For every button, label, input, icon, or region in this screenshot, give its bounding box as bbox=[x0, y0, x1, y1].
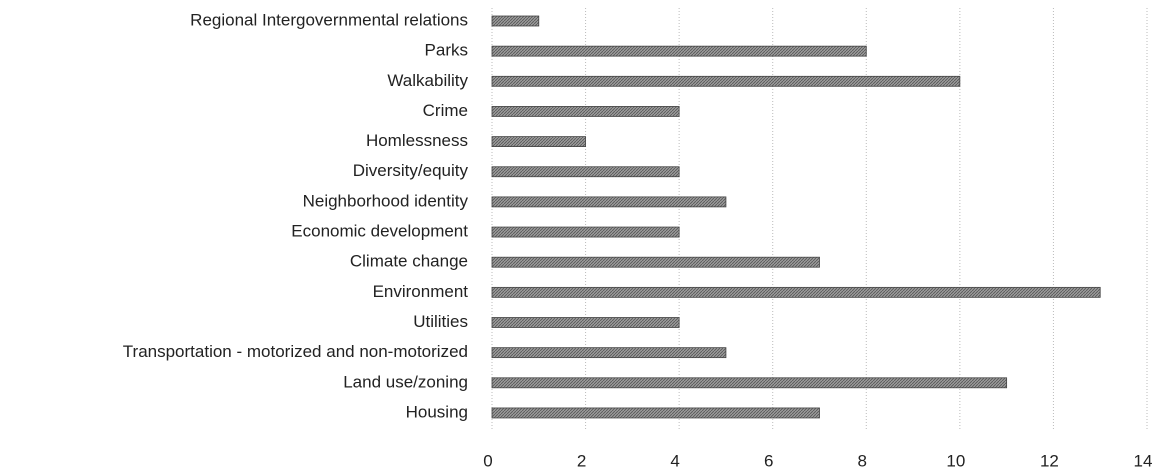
x-tick-label: 0 bbox=[483, 451, 492, 470]
bar bbox=[491, 317, 680, 328]
y-tick-label: Crime bbox=[423, 101, 468, 120]
bar bbox=[491, 196, 727, 208]
y-tick-label: Walkability bbox=[387, 71, 468, 90]
y-tick-label: Regional Intergovernmental relations bbox=[190, 10, 468, 29]
y-tick-label: Economic development bbox=[291, 222, 468, 241]
bar bbox=[491, 75, 961, 87]
y-tick-label: Climate change bbox=[350, 252, 468, 271]
x-tick-label: 14 bbox=[1134, 451, 1153, 470]
x-tick-label: 2 bbox=[577, 451, 586, 470]
y-tick-label: Land use/zoning bbox=[343, 372, 468, 391]
bar bbox=[491, 286, 1101, 298]
x-tick-label: 6 bbox=[764, 451, 773, 470]
bar bbox=[491, 407, 820, 419]
y-tick-label: Diversity/equity bbox=[353, 161, 469, 180]
bar bbox=[491, 166, 680, 178]
bar bbox=[491, 106, 680, 117]
bar bbox=[491, 347, 727, 359]
y-tick-label: Parks bbox=[425, 41, 468, 60]
y-tick-label: Environment bbox=[373, 282, 469, 301]
bar bbox=[491, 15, 540, 27]
y-tick-label: Neighborhood identity bbox=[303, 191, 469, 210]
x-tick-label: 10 bbox=[946, 451, 965, 470]
x-tick-label: 8 bbox=[858, 451, 867, 470]
bar bbox=[491, 45, 867, 57]
x-tick-label: 4 bbox=[670, 451, 679, 470]
bar bbox=[491, 256, 820, 268]
x-tick-label: 12 bbox=[1040, 451, 1059, 470]
bar bbox=[491, 377, 1008, 389]
y-tick-label: Transportation - motorized and non-motor… bbox=[123, 342, 468, 361]
bar bbox=[491, 136, 586, 148]
bar bbox=[491, 226, 680, 238]
y-tick-label: Housing bbox=[406, 402, 468, 421]
y-tick-label: Utilities bbox=[413, 312, 468, 331]
y-tick-label: Homlessness bbox=[366, 131, 468, 150]
